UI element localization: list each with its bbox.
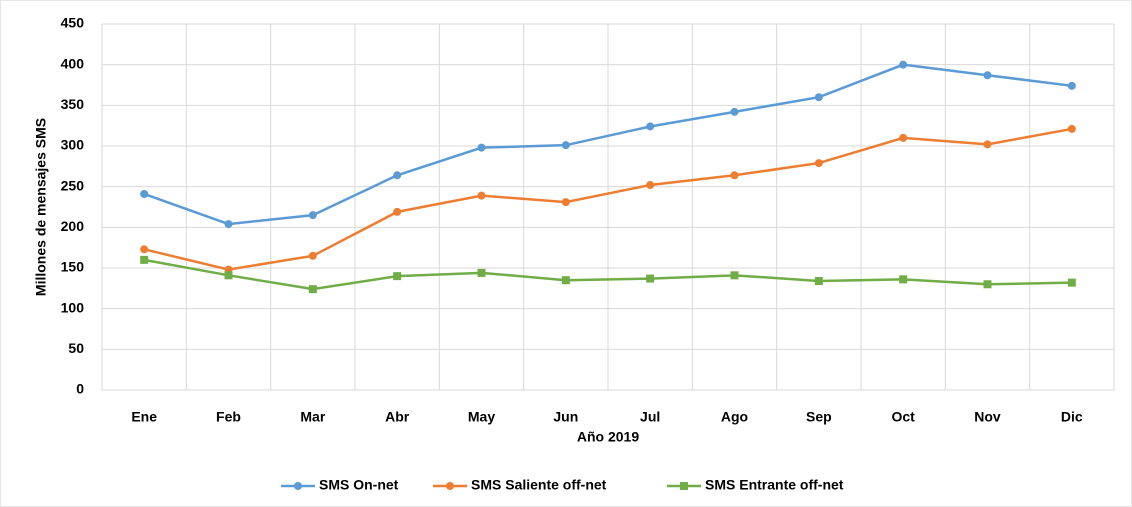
point: [899, 60, 908, 69]
series-line: [143, 63, 1072, 226]
point: [140, 189, 149, 198]
y-tick-label: 400: [61, 55, 85, 71]
point: [477, 143, 486, 152]
point: [730, 107, 739, 116]
x-tick-label: Jul: [640, 409, 660, 425]
series-line: [143, 127, 1073, 271]
point: [393, 171, 402, 180]
x-tick-label: Abr: [385, 409, 410, 425]
y-tick-label: 250: [61, 177, 85, 193]
point: [308, 251, 317, 260]
legend-label: SMS On-net: [319, 477, 399, 493]
point: [561, 276, 570, 285]
point: [983, 140, 992, 149]
x-axis-label: Año 2019: [577, 429, 639, 445]
point: [393, 207, 402, 216]
point: [140, 245, 149, 254]
x-tick-label: Oct: [891, 409, 915, 425]
y-tick-label: 200: [61, 218, 85, 234]
point: [646, 122, 655, 131]
y-axis-label: Millones de mensajes SMS: [33, 118, 49, 296]
point: [646, 274, 655, 283]
y-tick-label: 150: [61, 259, 85, 275]
x-tick-label: Ene: [131, 409, 157, 425]
point: [224, 220, 233, 229]
point: [1067, 124, 1076, 133]
y-tick-label: 300: [61, 137, 85, 153]
legend-label: SMS Entrante off-net: [705, 477, 844, 493]
point: [393, 272, 402, 281]
x-tick-label: Dic: [1061, 409, 1083, 425]
point: [730, 271, 739, 280]
x-tick-label: Sep: [806, 409, 832, 425]
x-tick-label: Mar: [300, 409, 325, 425]
legend-marker: [680, 482, 688, 490]
x-tick-label: Jun: [553, 409, 578, 425]
x-tick-label: Feb: [216, 409, 241, 425]
point: [730, 171, 739, 180]
y-tick-label: 0: [76, 381, 84, 397]
point: [983, 280, 992, 289]
point: [646, 181, 655, 190]
x-tick-label: Ago: [721, 409, 748, 425]
point: [140, 255, 149, 264]
legend-marker: [294, 482, 302, 490]
y-tick-label: 50: [68, 340, 84, 356]
point: [983, 71, 992, 80]
point: [224, 271, 233, 280]
point: [814, 277, 823, 286]
y-tick-label: 350: [61, 96, 85, 112]
point: [1067, 81, 1076, 90]
legend-label: SMS Saliente off-net: [471, 477, 607, 493]
x-tick-label: Nov: [974, 409, 1001, 425]
point: [814, 93, 823, 102]
point: [308, 211, 317, 220]
point: [561, 141, 570, 150]
point: [561, 198, 570, 207]
legend-marker: [446, 482, 454, 490]
point: [899, 133, 908, 142]
point: [899, 275, 908, 284]
series-line: [143, 258, 1072, 291]
point: [477, 191, 486, 200]
point: [477, 268, 486, 277]
y-tick-label: 100: [61, 299, 85, 315]
point: [814, 159, 823, 168]
x-tick-label: May: [468, 409, 495, 425]
point: [308, 285, 317, 294]
y-tick-label: 450: [61, 15, 85, 31]
point: [1067, 278, 1076, 287]
